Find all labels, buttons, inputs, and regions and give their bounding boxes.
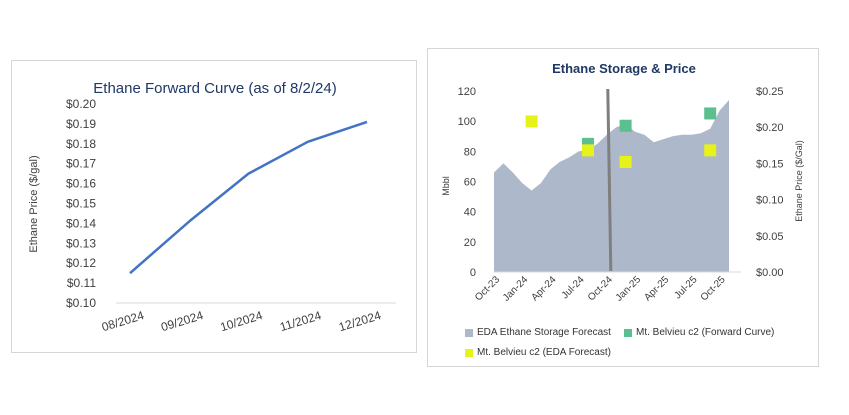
y-tick-label: $0.15 xyxy=(66,197,96,211)
forward-curve-marker xyxy=(619,119,632,132)
y-axis-label-left: Mbbl xyxy=(441,176,451,196)
legend-item-forward-curve: Mt. Belvieu c2 (Forward Curve) xyxy=(624,327,774,338)
x-tick-label: 11/2024 xyxy=(278,308,323,334)
y-tick-label-left: 120 xyxy=(458,86,476,98)
y-axis-label-right: Ethane Price ($/Gal) xyxy=(794,140,804,222)
forward-curve-marker xyxy=(704,107,717,120)
forecast-divider-line xyxy=(606,88,613,272)
legend-swatch-eda-forecast xyxy=(465,348,473,357)
y-tick-label-right: $0.10 xyxy=(756,195,784,207)
y-tick-label-left: 20 xyxy=(464,237,476,249)
x-tick-label: 10/2024 xyxy=(219,308,265,334)
x-tick-label: 12/2024 xyxy=(337,308,383,334)
y-tick-label: $0.19 xyxy=(66,117,96,131)
y-tick-label-right: $0.05 xyxy=(756,231,784,243)
y-tick-label-right: $0.25 xyxy=(756,86,784,98)
y-tick-label-right: $0.20 xyxy=(756,122,784,134)
y-tick-label: $0.14 xyxy=(66,216,96,230)
legend-item-eda-forecast: Mt. Belvieu c2 (EDA Forecast) xyxy=(465,347,611,358)
x-tick-label: Oct-23 xyxy=(473,274,502,303)
y-tick-label: $0.11 xyxy=(67,276,96,290)
y-tick-label-left: 100 xyxy=(458,116,476,128)
y-tick-label: $0.20 xyxy=(66,97,96,111)
legend-swatch-storage xyxy=(465,328,473,337)
y-tick-label: $0.10 xyxy=(66,296,96,310)
forward-curve-chart: Ethane Forward Curve (as of 8/2/24) Ethan… xyxy=(28,80,396,334)
legend-swatch-forward-curve xyxy=(624,328,632,337)
legend-label-forward-curve: Mt. Belvieu c2 (Forward Curve) xyxy=(636,327,775,338)
y-tick-label-left: 40 xyxy=(464,207,476,219)
forward-curve-line xyxy=(129,120,368,275)
y-tick-label: $0.17 xyxy=(66,157,96,171)
x-tick-label: 09/2024 xyxy=(159,308,205,334)
y-tick-label: $0.12 xyxy=(66,256,96,270)
x-tick-label: 08/2024 xyxy=(100,308,146,334)
y-tick-label-right: $0.00 xyxy=(756,267,784,279)
storage-price-chart-panel: Ethane Storage & Price Mbbl Ethane Price (… xyxy=(427,48,819,367)
y-tick-label-left: 60 xyxy=(464,177,476,189)
x-tick-label: Jan-25 xyxy=(614,274,644,304)
eda-forecast-marker xyxy=(704,144,717,157)
forward-curve-chart-panel: Ethane Forward Curve (as of 8/2/24) Ethan… xyxy=(11,60,417,353)
y-tick-label: $0.16 xyxy=(66,177,96,191)
legend-label-storage: EDA Ethane Storage Forecast xyxy=(477,327,611,338)
x-tick-label: Jul-24 xyxy=(560,274,587,301)
x-tick-label: Jul-25 xyxy=(672,274,699,301)
eda-forecast-marker xyxy=(582,144,594,157)
eda-forecast-marker xyxy=(525,115,538,128)
chart-title: Ethane Forward Curve (as of 8/2/24) xyxy=(93,80,336,97)
x-tick-label: Jan-24 xyxy=(501,274,531,304)
storage-price-chart: Ethane Storage & Price Mbbl Ethane Price (… xyxy=(441,61,804,304)
legend-item-storage: EDA Ethane Storage Forecast xyxy=(465,327,611,338)
legend-label-eda-forecast: Mt. Belvieu c2 (EDA Forecast) xyxy=(477,347,611,358)
x-tick-label: Apr-24 xyxy=(530,274,559,303)
y-tick-label-right: $0.15 xyxy=(756,158,784,170)
y-tick-label: $0.18 xyxy=(66,137,96,151)
y-tick-label-left: 80 xyxy=(464,146,476,158)
y-tick-label-left: 0 xyxy=(470,267,476,279)
chart-title: Ethane Storage & Price xyxy=(552,61,696,76)
x-tick-label: Oct-24 xyxy=(586,274,615,303)
y-axis-label: Ethane Price ($/gal) xyxy=(28,155,40,252)
y-tick-label: $0.13 xyxy=(66,236,96,250)
eda-forecast-marker xyxy=(619,155,632,168)
x-tick-label: Apr-25 xyxy=(642,274,671,303)
storage-forecast-area xyxy=(494,100,729,272)
x-tick-label: Oct-25 xyxy=(699,274,728,303)
